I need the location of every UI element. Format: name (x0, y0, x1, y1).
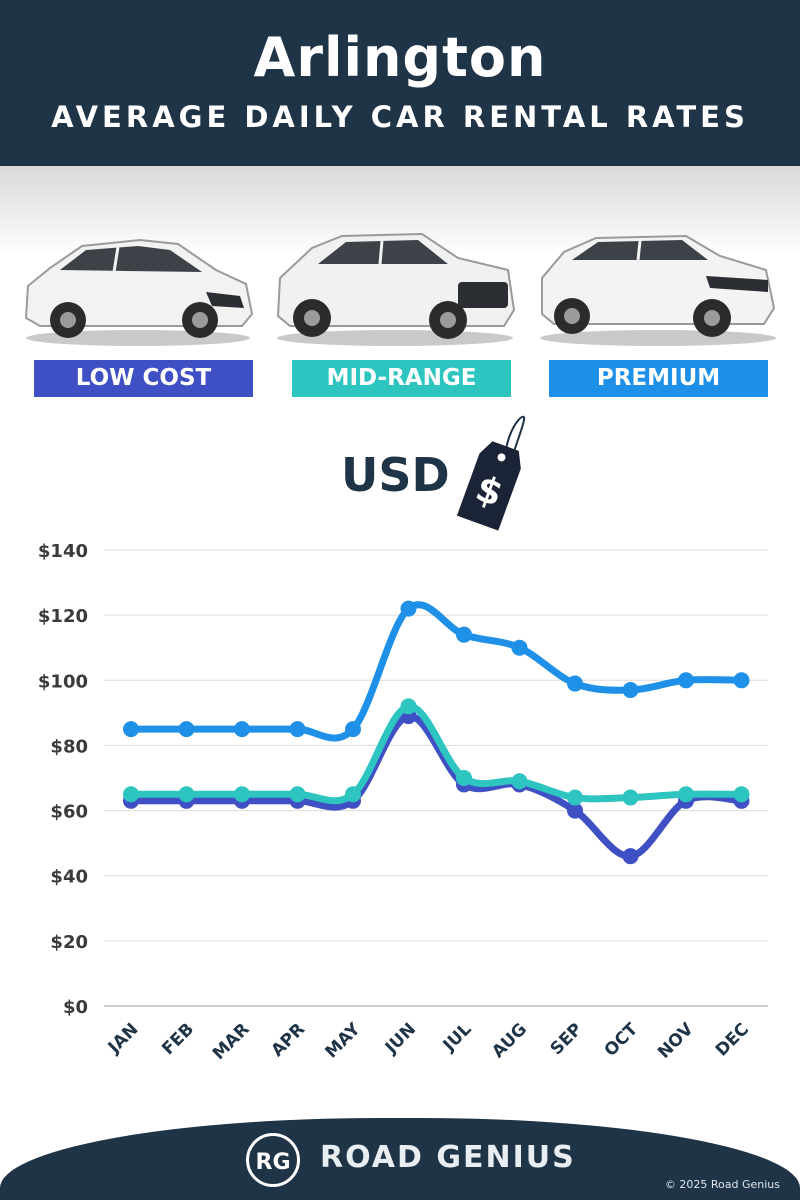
y-tick-label: $60 (50, 802, 88, 823)
data-point-premium (345, 721, 361, 738)
data-point-mid-range (622, 789, 639, 806)
x-tick-label: SEP (547, 1019, 587, 1059)
y-tick-label: $0 (63, 997, 88, 1018)
data-point-premium (234, 721, 250, 738)
badge-mid-range: MID-RANGE (292, 360, 511, 397)
data-point-premium (123, 721, 139, 738)
x-tick-label: MAY (322, 1019, 365, 1062)
currency-label: USD (341, 448, 450, 502)
series-line-premium (127, 601, 745, 742)
y-tick-label: $100 (38, 671, 88, 692)
data-point-mid-range (678, 786, 694, 803)
x-tick-label: JUN (381, 1019, 420, 1058)
x-tick-label: NOV (654, 1019, 698, 1063)
data-point-premium (456, 626, 472, 643)
rental-rate-line-chart: $0 $20 $40 $60 $80 $100 $120 $140 JAN FEB MAR APR M… (38, 541, 768, 1064)
suv-car-image (276, 232, 516, 346)
page-subtitle: AVERAGE DAILY CAR RENTAL RATES (51, 100, 749, 134)
x-tick-label: DEC (712, 1019, 753, 1060)
road-genius-logo-icon: RG (246, 1133, 300, 1187)
data-point-mid-range (178, 786, 195, 803)
data-point-low-cost (567, 802, 583, 819)
data-point-premium (733, 672, 750, 689)
data-point-mid-range (400, 698, 417, 715)
data-point-mid-range (289, 786, 306, 803)
hatchback-car-image (24, 238, 254, 346)
x-tick-label: JAN (104, 1019, 143, 1058)
data-point-premium (511, 639, 528, 656)
x-tick-label: JUL (439, 1019, 476, 1056)
data-point-low-cost (622, 848, 639, 865)
y-tick-label: $40 (50, 867, 88, 888)
data-point-mid-range (456, 770, 472, 786)
series-line-mid-range (127, 702, 745, 805)
data-point-mid-range (345, 786, 361, 803)
data-point-mid-range (123, 786, 139, 803)
badge-premium: PREMIUM (549, 360, 768, 397)
data-point-mid-range (511, 773, 528, 790)
y-tick-label: $80 (50, 736, 88, 757)
brand-name: ROAD GENIUS (320, 1140, 576, 1175)
data-point-premium (289, 721, 306, 738)
y-tick-label: $120 (38, 606, 88, 627)
y-tick-label: $140 (38, 541, 88, 562)
data-point-premium (622, 682, 639, 699)
data-point-premium (678, 672, 694, 689)
x-tick-label: APR (268, 1019, 310, 1061)
badge-low-cost: LOW COST (34, 360, 253, 397)
data-point-premium (567, 675, 583, 692)
x-tick-label: FEB (158, 1019, 198, 1059)
x-tick-label: OCT (601, 1019, 643, 1061)
header-banner: Arlington AVERAGE DAILY CAR RENTAL RATES (0, 0, 800, 166)
premium-suv-image (540, 234, 776, 346)
price-tag-icon: $ (456, 415, 526, 531)
x-tick-label: AUG (488, 1019, 531, 1062)
data-point-mid-range (567, 789, 583, 806)
data-point-premium (400, 600, 417, 617)
copyright-text: © 2025 Road Genius (664, 1178, 780, 1191)
page-title: Arlington (253, 26, 547, 89)
data-point-premium (178, 721, 195, 738)
data-point-mid-range (733, 786, 750, 803)
x-tick-label: MAR (209, 1019, 254, 1064)
data-point-mid-range (234, 786, 250, 803)
y-tick-label: $20 (50, 932, 88, 953)
